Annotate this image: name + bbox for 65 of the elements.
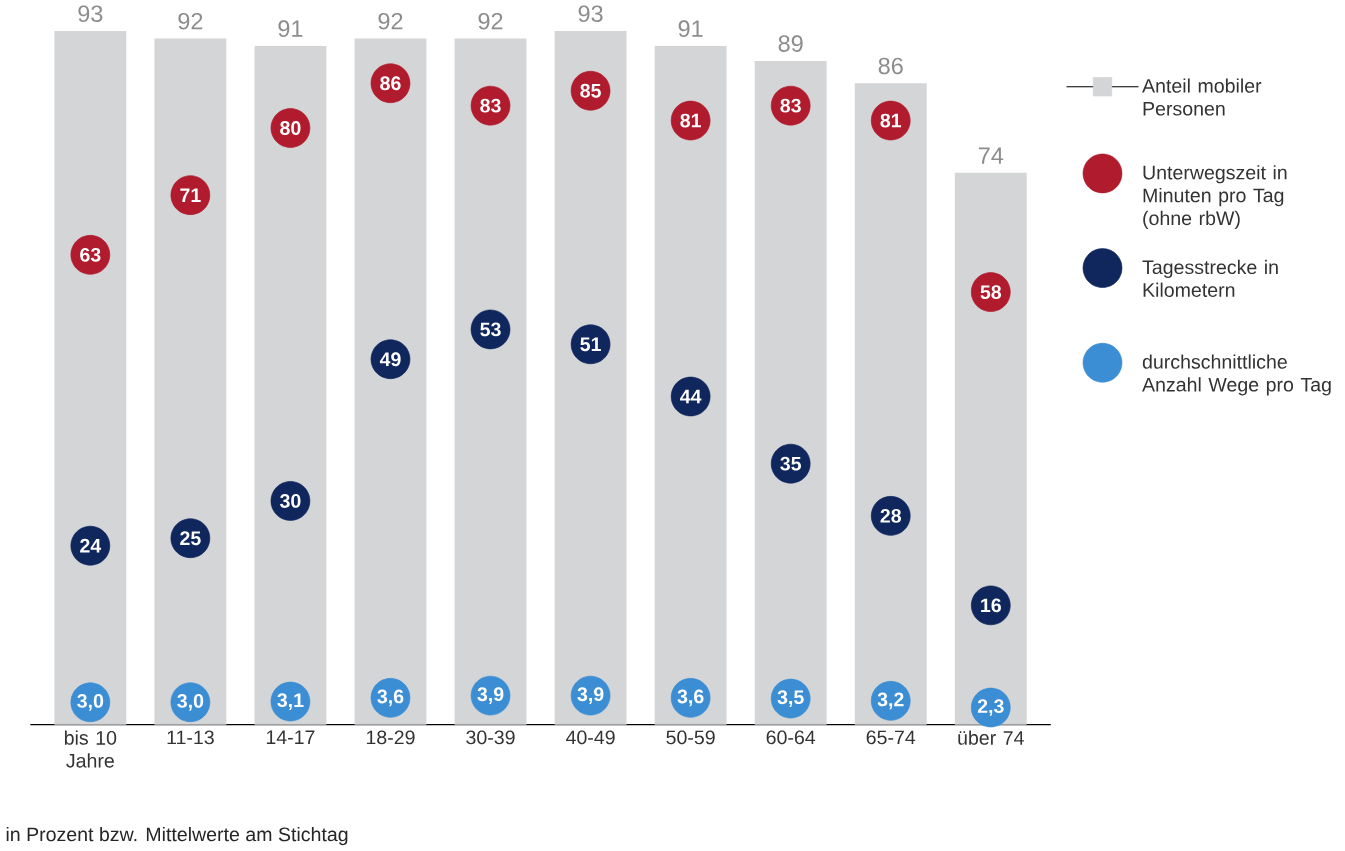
data-label: 91 bbox=[278, 20, 303, 38]
data-label: 92 bbox=[378, 13, 403, 30]
data-label: 3,0 bbox=[77, 694, 104, 711]
bar bbox=[854, 83, 927, 725]
x-tick-label: 11-13 bbox=[167, 730, 214, 745]
data-label: 35 bbox=[780, 456, 801, 471]
data-label: 25 bbox=[180, 531, 201, 546]
data-label: 53 bbox=[480, 322, 501, 337]
bar bbox=[154, 38, 227, 725]
x-tick-label: über 74 bbox=[958, 730, 1024, 745]
data-label: 63 bbox=[80, 248, 101, 262]
data-label: 28 bbox=[880, 509, 901, 523]
data-label: 92 bbox=[178, 13, 203, 30]
x-tick-label: 14-17 bbox=[266, 730, 315, 745]
data-label: 89 bbox=[778, 35, 803, 53]
data-label: 16 bbox=[981, 598, 1001, 613]
x-tick-label: bis 10 Jahre bbox=[64, 730, 117, 768]
data-label: 30 bbox=[280, 494, 301, 509]
bar bbox=[954, 172, 1027, 725]
data-label: 74 bbox=[978, 147, 1004, 164]
data-label: 91 bbox=[678, 20, 703, 38]
data-label: 80 bbox=[280, 121, 301, 136]
data-label: 3,9 bbox=[577, 687, 604, 705]
x-tick-label: 50-59 bbox=[666, 730, 715, 745]
bar bbox=[554, 31, 627, 725]
data-label: 81 bbox=[680, 113, 701, 128]
data-label: 3,1 bbox=[277, 693, 304, 711]
data-label: 3,2 bbox=[877, 692, 904, 710]
legend-label: Tagesstrecke in Kilometern bbox=[1142, 259, 1278, 298]
legend-label: durchschnittliche Anzahl Wege pro Tag bbox=[1142, 354, 1331, 396]
x-tick-label: 60-64 bbox=[766, 730, 816, 745]
data-label: 93 bbox=[78, 5, 103, 23]
data-label: 3,6 bbox=[677, 689, 704, 707]
text: in Prozent bzw. Mittelwerte am Stichtag bbox=[6, 827, 348, 846]
bar bbox=[754, 61, 827, 725]
data-label: 85 bbox=[580, 84, 601, 98]
data-label: 86 bbox=[380, 76, 401, 91]
x-tick-label: 30-39 bbox=[466, 730, 515, 745]
data-label: 3,5 bbox=[777, 690, 804, 708]
legend-label: Anteil mobiler Personen bbox=[1142, 78, 1262, 116]
data-label: 3,9 bbox=[477, 687, 504, 705]
bar bbox=[654, 46, 727, 725]
data-label: 71 bbox=[180, 188, 201, 203]
data-label: 44 bbox=[680, 389, 702, 404]
data-label: 81 bbox=[880, 113, 902, 128]
data-label: 92 bbox=[478, 13, 503, 30]
data-label: 3,0 bbox=[177, 694, 204, 711]
data-label: 58 bbox=[980, 285, 1002, 300]
x-tick-label: 40-49 bbox=[566, 730, 615, 745]
data-label: 3,6 bbox=[377, 689, 404, 707]
x-tick-label: 65-74 bbox=[866, 730, 916, 745]
bar bbox=[454, 38, 527, 725]
data-label: 49 bbox=[379, 352, 401, 367]
data-label: 86 bbox=[878, 57, 903, 75]
legend-label: Unterwegszeit in Minuten pro Tag (ohne rbW) bbox=[1143, 165, 1287, 230]
data-label: 93 bbox=[578, 5, 603, 23]
data-label: 83 bbox=[480, 98, 501, 113]
bar bbox=[254, 46, 327, 725]
bar bbox=[54, 31, 127, 725]
data-label: 24 bbox=[80, 539, 102, 553]
bar bbox=[354, 38, 427, 725]
data-label: 2,3 bbox=[977, 699, 1004, 717]
data-label: 51 bbox=[580, 337, 601, 352]
x-tick-label: 18-29 bbox=[366, 730, 415, 745]
data-label: 83 bbox=[780, 98, 801, 113]
